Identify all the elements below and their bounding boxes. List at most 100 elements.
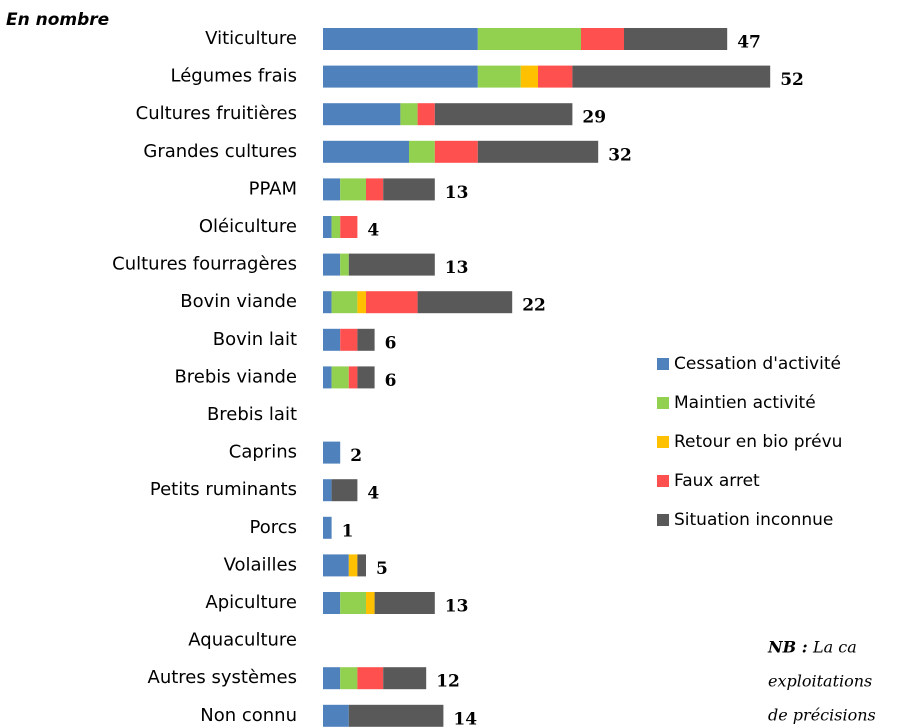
bar-segment [323,667,341,690]
category-label: Apiculture [205,592,297,613]
total-label: 22 [522,296,546,316]
note-line: de précisions [768,706,876,725]
bar-segment [323,366,332,389]
bar-segment [357,328,375,351]
bar-segment [357,291,366,314]
legend-swatch [657,514,669,526]
bar-segment [323,554,349,577]
bar-segment [357,554,366,577]
total-label: 12 [436,672,460,692]
bar-segment [477,65,521,88]
category-label: Autres systèmes [148,667,297,688]
category-label: Volailles [224,554,297,575]
category-label: Cultures fruitières [136,103,297,124]
total-label: 14 [453,709,477,728]
bar-segment [340,178,366,201]
bar-segment [366,178,384,201]
bar-segment [340,328,358,351]
total-label: 13 [445,183,469,203]
bar-segment [520,65,538,88]
bar-segment [340,216,358,238]
legend-label: Maintien activité [674,393,816,413]
total-label: 4 [367,221,379,241]
legend-swatch [657,475,669,487]
total-label: 4 [367,484,379,504]
bar-segment [323,291,332,314]
bar-segment [581,28,624,50]
total-label: 52 [780,70,804,90]
category-label: Brebis lait [207,404,297,425]
category-label: Cultures fourragères [112,254,297,275]
category-label: Caprins [229,442,297,463]
bar-segment [572,65,771,88]
bar-segment [624,28,728,50]
legend-swatch [657,397,669,409]
bar-segment [323,592,341,614]
total-label: 13 [445,597,469,617]
category-label: Non connu [200,705,297,726]
chart-title: En nombre [6,10,109,30]
total-label: 29 [582,108,606,128]
category-label: Petits ruminants [150,479,297,500]
legend-label: Faux arret [674,471,760,491]
legend-label: Situation inconnue [674,510,833,530]
bar-segment [323,103,401,126]
category-label: Bovin viande [180,291,297,312]
bar-segment [340,667,358,690]
bar-segment [417,103,435,126]
bar-segment [323,441,341,464]
category-label: Porcs [249,517,297,538]
bar-segment [331,479,358,502]
bar-segment [409,140,435,163]
bar-segment [323,178,341,201]
bar-segment [340,592,366,614]
category-label: Légumes frais [171,66,297,87]
bar-segment [323,28,478,50]
note-line: La ca [812,638,857,657]
category-label: Aquaculture [188,630,297,651]
bar-segment [323,65,478,88]
bar-segment [348,554,358,577]
total-label: 6 [385,371,397,391]
bar-segment [348,704,444,727]
total-label: 13 [445,258,469,278]
bar-segment [477,28,581,50]
bar-segment [348,253,435,276]
category-label: Grandes cultures [143,141,297,162]
legend-swatch [657,358,669,370]
bar-segment [400,103,418,126]
bar-segment [477,140,599,163]
total-label: 47 [737,33,761,53]
bar-segment [538,65,573,88]
total-label: 1 [342,521,354,541]
bar-segment [331,216,341,238]
total-label: 6 [385,333,397,353]
bar-segment [323,253,341,276]
bar-segment [357,366,375,389]
bar-segment [323,216,332,238]
bar-segment [383,667,427,690]
bar-segment [417,291,513,314]
bar-segment [331,291,358,314]
legend-swatch [657,436,669,448]
bar-segment [323,140,409,163]
bar-segment [366,291,418,314]
bar-segment [323,328,341,351]
bar-segment [383,178,435,201]
bar-segment [348,366,358,389]
bar-segment [331,366,349,389]
category-label: Viticulture [205,28,297,49]
bar-segment [340,253,349,276]
note-label: NB : [767,638,808,657]
bar-segment [323,479,332,502]
bar-segment [374,592,435,614]
bar-segment [323,704,349,727]
category-label: PPAM [249,178,297,199]
bar-segment [434,103,573,126]
category-label: Oléiculture [199,216,297,237]
note-line: exploitations [768,672,872,691]
category-label: Bovin lait [213,329,297,350]
total-label: 2 [350,446,362,466]
total-label: 32 [608,145,632,165]
